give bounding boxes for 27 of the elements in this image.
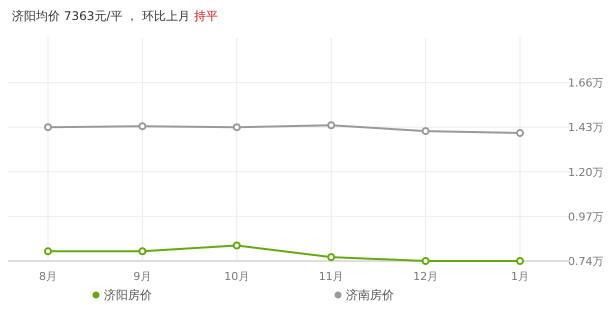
y-tick-label: 0.74万 bbox=[568, 255, 604, 268]
x-tick-label: 9月 bbox=[133, 270, 152, 283]
x-tick-label: 10月 bbox=[224, 270, 250, 283]
point bbox=[327, 121, 336, 130]
x-tick-label: 1月 bbox=[511, 270, 529, 283]
chart-title: 济阳均价 7363元/平 ， 环比上月 bbox=[12, 9, 190, 23]
y-tick-label: 1.20万 bbox=[568, 166, 604, 179]
point bbox=[44, 247, 52, 256]
point bbox=[138, 247, 146, 256]
point bbox=[422, 257, 430, 265]
y-tick-label: 1.66万 bbox=[568, 76, 604, 90]
x-tick-label: 11月 bbox=[318, 270, 344, 283]
point bbox=[516, 129, 524, 138]
x-tick-label: 12月 bbox=[413, 270, 438, 283]
point bbox=[232, 241, 241, 250]
legend-label: 济南房价 bbox=[346, 288, 394, 302]
chart-subtitle: 持平 bbox=[194, 9, 218, 23]
y-tick-label: 1.43万 bbox=[568, 121, 604, 134]
x-tick-label: 8月 bbox=[39, 270, 57, 283]
point bbox=[138, 122, 146, 130]
point bbox=[44, 123, 52, 132]
point bbox=[516, 257, 524, 265]
y-tick-label: 0.97万 bbox=[568, 210, 604, 224]
point bbox=[422, 127, 430, 136]
point bbox=[327, 253, 336, 262]
point bbox=[232, 123, 241, 132]
legend-label: 济阳房价 bbox=[104, 288, 152, 302]
